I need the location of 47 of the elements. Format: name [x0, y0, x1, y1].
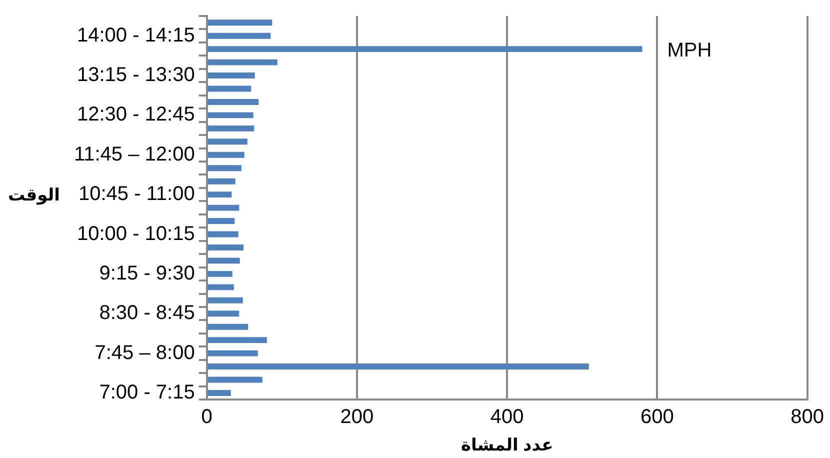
y-tick-label: 11:45 – 12:00	[74, 143, 195, 166]
bar	[208, 324, 248, 330]
x-tick-label: 600	[640, 406, 674, 428]
bar	[208, 86, 252, 92]
y-tick-label: 7:00 - 7:15	[99, 382, 195, 404]
bar	[208, 46, 642, 52]
y-tick-label: 9:15 - 9:30	[99, 262, 195, 284]
y-tick-label: 8:30 - 8:45	[99, 302, 195, 324]
x-tick-label: 200	[340, 406, 374, 428]
bar	[208, 376, 262, 383]
x-tick-label: 0	[201, 406, 212, 428]
bar	[208, 244, 244, 250]
bar	[208, 178, 236, 184]
bar	[208, 99, 259, 105]
bar	[208, 165, 242, 172]
bar	[208, 231, 238, 238]
bar	[208, 138, 248, 145]
y-tick-label: 14:00 - 14:15	[76, 24, 195, 46]
bar	[208, 218, 235, 224]
bar	[208, 20, 272, 26]
bar	[208, 32, 271, 39]
bar	[208, 192, 232, 198]
bar	[208, 125, 254, 132]
annotation: MPH	[667, 40, 712, 62]
y-tick-label: 13:15 - 13:30	[76, 64, 195, 86]
y-axis-title: الوقت	[8, 185, 60, 206]
y-tick-label: 12:30 - 12:45	[76, 104, 195, 126]
bar	[208, 364, 589, 370]
x-tick-label: 800	[790, 406, 824, 428]
bar	[208, 72, 255, 78]
bar	[208, 350, 258, 356]
x-axis-title: عدد المشاة	[460, 435, 554, 454]
bar	[208, 310, 240, 317]
bar	[208, 337, 267, 344]
bar	[208, 204, 240, 211]
bar	[208, 152, 244, 158]
bar	[208, 270, 232, 277]
bar	[208, 258, 240, 264]
bar	[208, 297, 243, 304]
bar	[208, 59, 278, 66]
bar	[208, 390, 231, 396]
y-tick-label: 7:45 – 8:00	[94, 342, 195, 364]
y-tick-label: 10:45 - 11:00	[78, 183, 195, 206]
y-tick-label: 10:00 - 10:15	[76, 222, 195, 245]
bar	[208, 112, 254, 118]
x-tick-label: 400	[490, 406, 524, 428]
bar	[208, 284, 234, 290]
